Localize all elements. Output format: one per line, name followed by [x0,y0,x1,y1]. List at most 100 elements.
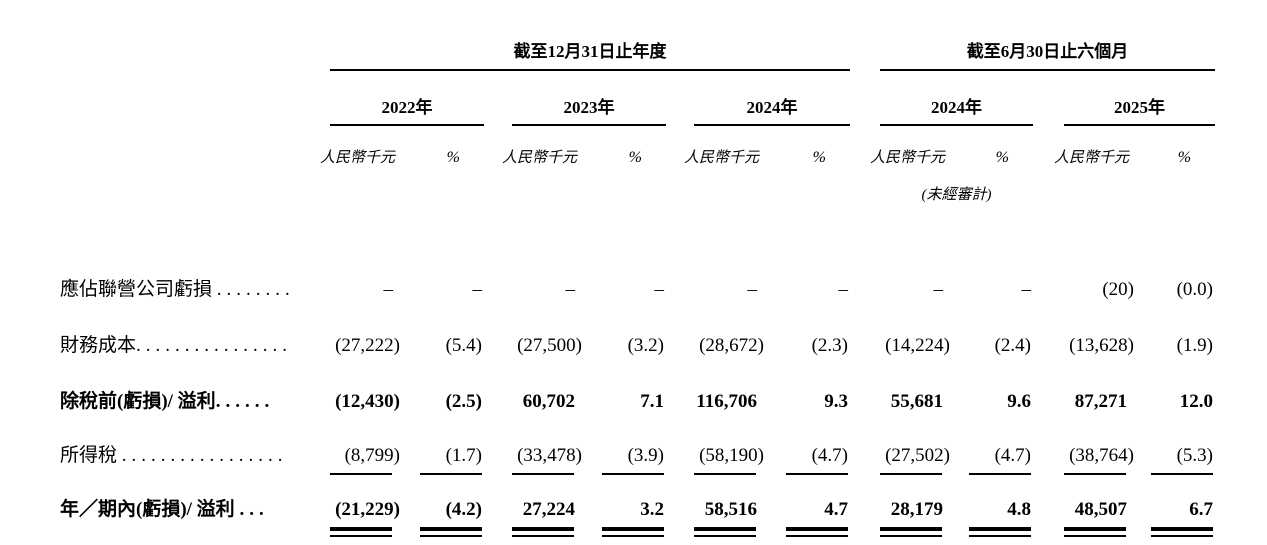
column-gap [484,361,512,417]
column-gap [484,305,512,361]
rule-cell [1064,471,1136,477]
cell-percent: 4.8 [1007,499,1031,520]
percent-header: % [995,149,1009,166]
cell-value: 55,681 [890,391,943,412]
dotted-leader: ................. [121,445,288,466]
column-gap [484,269,512,305]
label-column-spacer [60,125,330,169]
table-row-profit-for-the-year: 年／期內(虧損)/ 溢利 ... (21,229) (4.2) 27,224 3… [60,477,1215,525]
single-underline [420,473,482,475]
unit-header: 人民幣千元 [320,125,402,169]
rule-cell [952,525,1033,545]
rule-cell [402,471,484,477]
unit-header: 人民幣千元 [502,125,584,169]
cell-percent: (2.4) [994,335,1031,356]
row-label: 除稅前(虧損)/ 溢利...... [60,361,330,417]
cell-value: 27,224 [522,499,575,520]
spacer-row [60,205,1215,269]
unaudited-note-row: (未經審計) [60,169,1215,205]
cell-percent: – [1021,279,1032,300]
rule-cell [694,471,766,477]
rule-cell [584,471,666,477]
single-underline [1064,473,1126,475]
cell-value: (27,502) [885,445,950,466]
column-gap [484,525,512,545]
spacer-cell [60,205,1215,269]
column-gap [850,169,880,205]
cell-value: 87,271 [1074,391,1127,412]
table-row-finance-costs: 財務成本................ (27,222) (5.4) (27,… [60,305,1215,361]
cell-value: (38,764) [1069,445,1134,466]
double-underline [694,527,756,537]
row-label: 財務成本................ [60,305,330,361]
cell-percent: (2.3) [811,335,848,356]
cell-value: (27,222) [335,335,400,356]
unit-header-label: 人民幣千元 [683,150,759,166]
cell-value: (13,628) [1069,335,1134,356]
label-column-spacer [60,30,330,70]
column-gap [850,417,880,471]
unit-header: 人民幣千元 [684,125,766,169]
unit-header-label: 人民幣千元 [869,150,945,166]
double-underline [602,527,664,537]
cell-percent: 9.3 [824,391,848,412]
row-label: 所得稅 ................. [60,417,330,471]
column-gap [850,477,880,525]
column-gap [1033,169,1064,205]
column-gap [1033,70,1064,125]
column-gap [666,477,694,525]
empty-cell [694,169,850,205]
percent-header: % [812,149,826,166]
column-gap [1033,361,1064,417]
cell-percent: (4.2) [445,499,482,520]
column-gap [666,361,694,417]
prospectus-financial-page: 截至12月31日止年度 截至6月30日止六個月 2022年 2023年 2024… [0,30,1267,542]
dotted-leader: ... [239,499,269,520]
unit-header-label: 人民幣千元 [501,150,577,166]
cell-value: (27,500) [517,335,582,356]
column-gap [484,70,512,125]
rule-cell [1136,525,1215,545]
period-header-annual: 截至12月31日止年度 [330,30,850,71]
cell-percent: (5.3) [1176,445,1214,466]
cell-percent: (0.0) [1176,279,1214,300]
table-row-share-of-loss-of-associates: 應佔聯營公司虧損 ........ – – – – – – – – (20) (… [60,269,1215,305]
cell-percent: (2.5) [445,391,482,412]
cell-percent: 7.1 [640,391,664,412]
period-header-row: 截至12月31日止年度 截至6月30日止六個月 [60,30,1216,71]
column-gap [484,169,512,205]
row-label-text: 除稅前(虧損)/ 溢利 [60,391,216,412]
cell-value: 58,516 [704,499,757,520]
cell-percent: 9.6 [1007,391,1031,412]
double-underline [880,527,942,537]
unit-header: 人民幣千元 [1054,125,1136,169]
rule-cell [330,471,402,477]
column-gap [484,477,512,525]
rule-cell [1136,471,1215,477]
row-label: 應佔聯營公司虧損 ........ [60,269,330,305]
single-underline [602,473,664,475]
column-gap [1033,477,1064,525]
cell-percent: (5.4) [445,335,482,356]
unit-header-label: 人民幣千元 [319,150,395,166]
row-label-text: 年／期內(虧損)/ 溢利 [60,499,240,520]
rule-cell [694,525,766,545]
column-gap [850,361,880,417]
table-row-profit-before-tax: 除稅前(虧損)/ 溢利...... (12,430) (2.5) 60,702 … [60,361,1215,417]
double-underline [786,527,848,537]
financial-summary-table: 截至12月31日止年度 截至6月30日止六個月 2022年 2023年 2024… [60,30,1216,545]
rule-cell [766,525,850,545]
single-underline [786,473,848,475]
rule-cell [1064,525,1136,545]
row-label-text: 應佔聯營公司虧損 [60,279,217,300]
dotted-leader: ........ [216,279,295,300]
unaudited-note: (未經審計) [921,187,992,203]
rule-cell [402,525,484,545]
dotted-leader: ...... [215,391,275,412]
double-underline [330,527,392,537]
double-underline [1064,527,1126,537]
dotted-leader: ................ [136,335,293,356]
table-row-income-tax: 所得稅 ................. (8,799) (1.7) (33,… [60,417,1215,471]
row-label-text: 所得稅 [60,445,122,466]
period-header-interim: 截至6月30日止六個月 [880,30,1216,71]
